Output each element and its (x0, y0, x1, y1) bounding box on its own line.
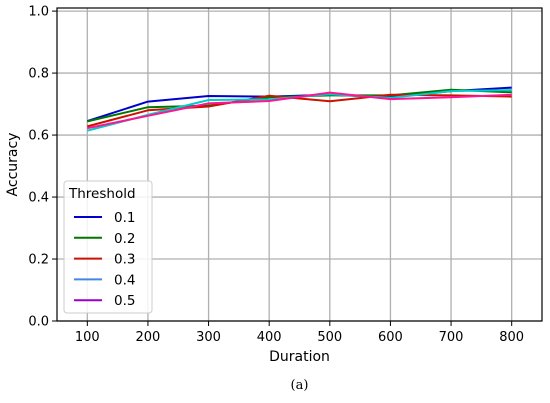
legend-label-0.1: 0.1 (114, 210, 135, 226)
x-tick-label: 100 (75, 330, 100, 345)
y-tick-label: 0.8 (28, 67, 49, 82)
x-tick-label: 500 (317, 330, 342, 345)
y-tick-label: 0.4 (28, 191, 49, 206)
x-tick-label: 300 (196, 330, 221, 345)
series-line-0.3 (87, 93, 512, 128)
legend-items: 0.1 0.2 0.3 0.4 0.5 (74, 210, 135, 309)
series-layer (86, 86, 512, 132)
figure-caption: (a) (291, 378, 309, 393)
y-tick-label: 1.0 (28, 5, 49, 20)
y-tick-label: 0.2 (28, 253, 49, 268)
legend: Threshold 0.1 0.2 0.3 0.4 0.5 (63, 180, 153, 314)
x-tick-label: 200 (136, 330, 161, 345)
y-tick-label: 0.6 (28, 129, 49, 144)
legend-label-0.2: 0.2 (114, 231, 135, 247)
x-tick-label: 700 (439, 330, 464, 345)
legend-label-0.5: 0.5 (114, 293, 135, 309)
x-axis-label: Duration (269, 349, 330, 365)
x-tick-label: 400 (257, 330, 282, 345)
x-tick-label: 600 (378, 330, 403, 345)
y-axis-label: Accuracy (5, 133, 21, 197)
series-line-0.5 (87, 91, 512, 130)
y-tick-label: 0.0 (28, 315, 49, 330)
x-tick-label: 800 (499, 330, 524, 345)
legend-label-0.4: 0.4 (114, 272, 135, 288)
tick-layer: 100 200 300 400 500 600 700 800 0.0 0.2 0.4 0.6 0.8 1… (28, 5, 524, 345)
legend-label-0.3: 0.3 (114, 252, 135, 268)
plot-frame (56, 7, 543, 322)
legend-title: Threshold (68, 186, 136, 202)
